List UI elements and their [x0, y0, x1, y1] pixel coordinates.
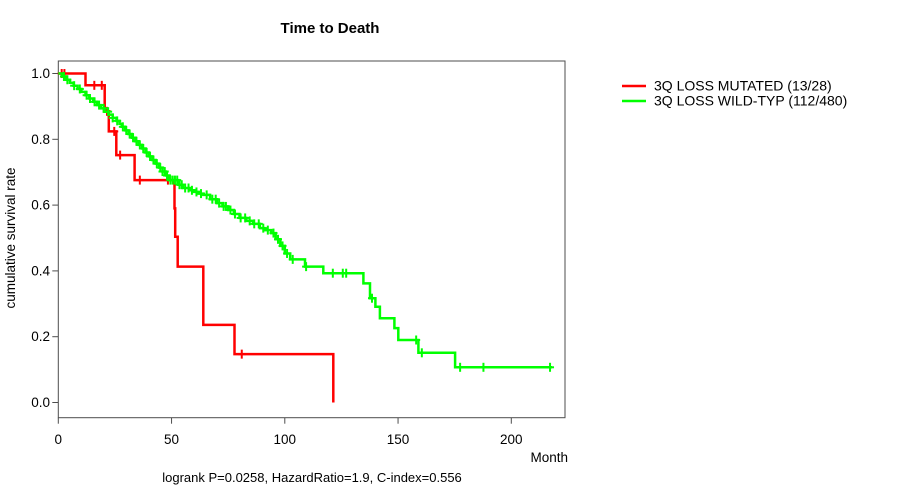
- stats-caption: logrank P=0.0258, HazardRatio=1.9, C-ind…: [162, 470, 462, 485]
- y-tick-label: 0.4: [31, 263, 50, 278]
- x-tick-label: 200: [500, 432, 523, 447]
- y-tick-label: 0.6: [31, 198, 50, 213]
- legend-label-mutated: 3Q LOSS MUTATED (13/28): [654, 78, 832, 94]
- series-wildtype: [58, 71, 555, 372]
- x-tick-label: 50: [164, 432, 179, 447]
- survival-curve: [58, 72, 335, 403]
- series-mutated: [57, 69, 335, 403]
- y-tick-label: 0.0: [31, 395, 50, 410]
- x-axis-label: Month: [530, 450, 568, 465]
- y-axis-label: cumulative survival rate: [3, 167, 18, 308]
- plot-box: [57, 60, 566, 419]
- y-tick-label: 0.8: [31, 132, 50, 147]
- x-tick-label: 100: [274, 432, 297, 447]
- survival-curves: [57, 69, 555, 403]
- y-tick-label: 1.0: [31, 66, 50, 81]
- x-tick-label: 0: [55, 432, 63, 447]
- legend-label-wildtype: 3Q LOSS WILD-TYP (112/480): [654, 93, 847, 109]
- chart-title: Time to Death: [281, 20, 380, 37]
- survival-curve: [58, 72, 553, 369]
- y-tick-label: 0.2: [31, 329, 50, 344]
- x-tick-label: 150: [387, 432, 410, 447]
- axes: 0 50 100 150 200 1.0 0.8 0.6 0.4 0.2 0.0: [31, 60, 566, 447]
- legend: 3Q LOSS MUTATED (13/28) 3Q LOSS WILD-TYP…: [622, 78, 847, 109]
